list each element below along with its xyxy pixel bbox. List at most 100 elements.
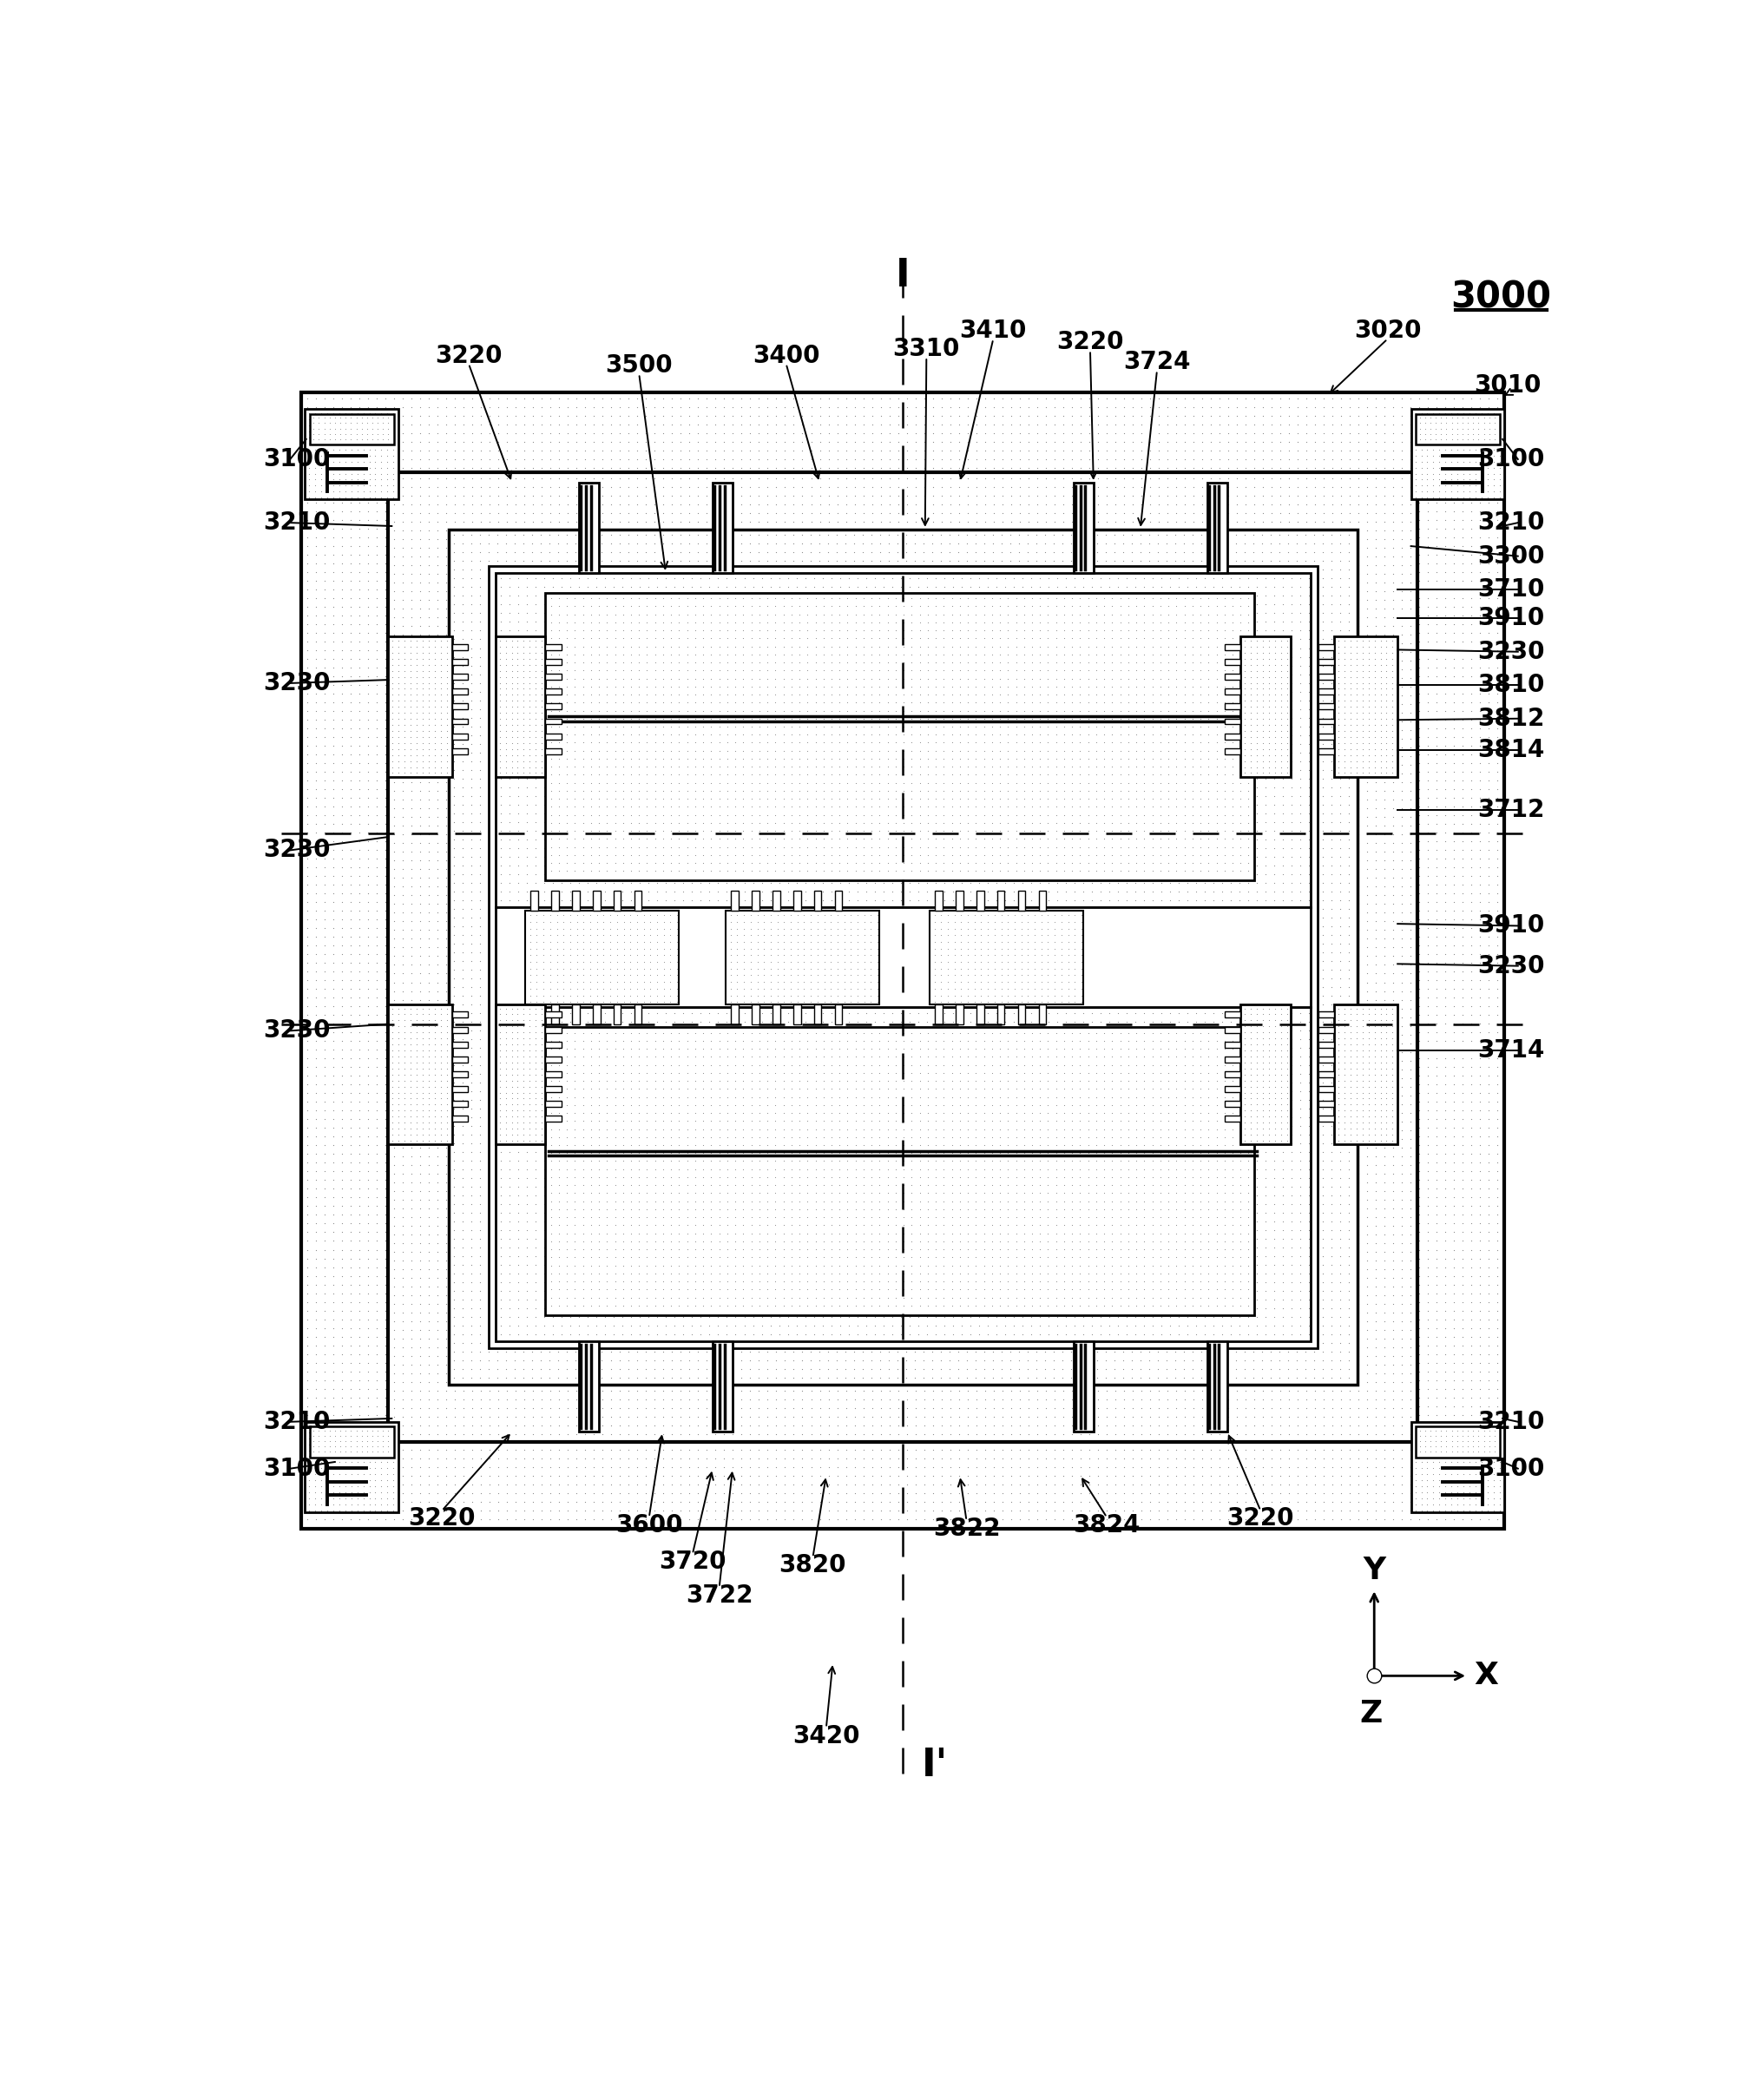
Point (319, 1390, 347, 1424)
Point (1200, 1014, 1228, 1048)
Point (1126, 571, 1154, 605)
Point (953, 865, 981, 899)
Point (583, 1178, 611, 1212)
Point (832, 1067, 860, 1100)
Point (1267, 876, 1295, 909)
Point (936, 1052, 964, 1086)
Point (576, 645, 604, 678)
Point (1066, 548, 1094, 582)
Point (673, 1289, 701, 1323)
Point (883, 934, 911, 968)
Point (1258, 496, 1286, 529)
Point (615, 468, 643, 502)
Point (1173, 1283, 1202, 1317)
Point (1480, 412, 1508, 445)
Point (1048, 823, 1077, 857)
Point (1025, 1247, 1054, 1281)
Point (414, 764, 442, 798)
Point (701, 1205, 729, 1239)
Point (1084, 1233, 1112, 1266)
Point (1075, 1136, 1103, 1170)
Point (1196, 958, 1225, 991)
Point (1218, 1249, 1246, 1283)
Point (823, 1260, 851, 1294)
Point (648, 815, 677, 848)
Point (536, 1270, 564, 1304)
Point (744, 1014, 772, 1048)
Point (1249, 538, 1277, 571)
Point (1057, 706, 1085, 739)
Point (1232, 590, 1260, 624)
Point (1110, 706, 1138, 739)
Point (1110, 1485, 1138, 1518)
Point (1262, 1040, 1290, 1073)
Point (1330, 1111, 1359, 1144)
Point (1274, 682, 1302, 716)
Point (1122, 1249, 1151, 1283)
Point (1214, 1432, 1242, 1466)
Point (927, 1056, 955, 1090)
Point (1041, 1176, 1070, 1210)
Point (909, 1361, 937, 1394)
Point (1371, 844, 1399, 878)
Point (372, 1233, 400, 1266)
Point (796, 823, 825, 857)
Point (1136, 1216, 1165, 1249)
Point (1417, 1430, 1445, 1464)
Point (1092, 1373, 1121, 1407)
Point (772, 1155, 800, 1189)
Point (1050, 1176, 1078, 1210)
Point (675, 1468, 703, 1501)
Point (1327, 1174, 1355, 1208)
Point (345, 1424, 374, 1457)
Point (520, 754, 548, 788)
Point (1040, 1226, 1068, 1260)
Point (1154, 712, 1182, 746)
Point (1457, 573, 1485, 607)
Point (599, 580, 627, 613)
Point (589, 895, 617, 928)
Point (657, 970, 685, 1004)
Point (809, 561, 837, 594)
Point (1283, 613, 1311, 647)
Point (918, 1016, 946, 1050)
Point (624, 773, 652, 806)
Point (1309, 1338, 1337, 1371)
Point (449, 958, 478, 991)
Point (892, 1327, 920, 1361)
Point (1084, 783, 1112, 817)
Point (1286, 884, 1314, 918)
Point (1179, 1340, 1207, 1373)
Point (1024, 1476, 1052, 1510)
Point (849, 981, 877, 1014)
Point (927, 764, 955, 798)
Point (793, 1249, 821, 1283)
Point (449, 1399, 478, 1432)
Point (860, 1014, 888, 1048)
Point (1249, 504, 1277, 538)
Point (574, 718, 603, 752)
Point (1057, 1260, 1085, 1294)
Point (1214, 546, 1242, 580)
Point (641, 1226, 670, 1260)
Point (1082, 1016, 1110, 1050)
Point (684, 678, 712, 712)
Point (589, 1163, 617, 1197)
Point (814, 1357, 842, 1390)
Point (1126, 727, 1154, 760)
Point (641, 1027, 670, 1060)
Point (486, 561, 515, 594)
Point (657, 731, 685, 764)
Point (361, 1428, 389, 1462)
Point (345, 477, 374, 510)
Point (1004, 857, 1033, 890)
Point (601, 613, 629, 647)
Point (902, 897, 930, 930)
Point (523, 951, 552, 985)
Point (1048, 1214, 1077, 1247)
Point (1406, 643, 1434, 676)
Point (657, 1273, 685, 1306)
Point (692, 582, 721, 615)
Point (509, 1153, 537, 1186)
Point (1031, 1231, 1059, 1264)
